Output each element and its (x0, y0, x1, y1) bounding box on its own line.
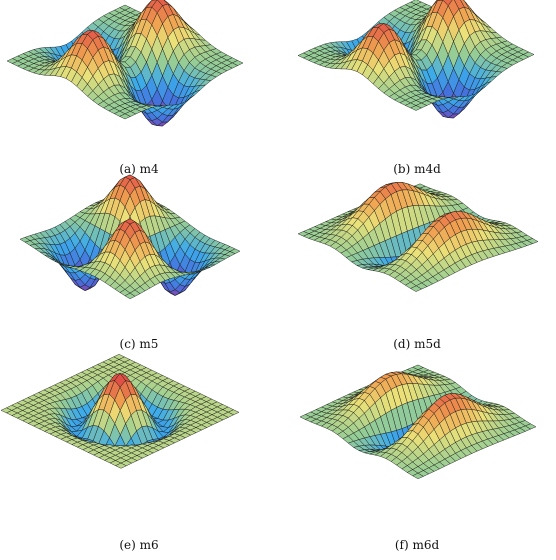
panel-m5d: (d) m5d (278, 182, 556, 368)
surface-cell (119, 113, 131, 120)
surface-plot-m5 (19, 174, 241, 300)
caption-m5d: (d) m5d (393, 337, 441, 351)
caption-m4: (a) m4 (119, 162, 159, 176)
surface-plot-m4 (6, 0, 244, 127)
surface-cell (410, 285, 422, 292)
caption-m5: (c) m5 (119, 337, 159, 351)
surface-plot-m6 (0, 354, 240, 469)
panel-m4d: (b) m4d (278, 0, 556, 186)
caption-m4d: (b) m4d (393, 162, 441, 176)
caption-m6: (e) m6 (119, 538, 159, 552)
panel-m4: (a) m4 (0, 0, 278, 186)
caption-m6d: (f) m6d (394, 538, 440, 552)
surface-cell (412, 472, 424, 480)
panel-m5: (c) m5 (0, 174, 278, 368)
panel-m6: (e) m6 (0, 354, 278, 552)
panel-m6d: (f) m6d (278, 360, 556, 552)
surface-cell (124, 292, 136, 300)
surface-cell (115, 462, 127, 469)
surface-cell (410, 105, 422, 111)
surface-plot-m5d (297, 182, 539, 292)
surface-plot-m6d (299, 364, 537, 480)
surface-plot-m4d (297, 0, 535, 119)
